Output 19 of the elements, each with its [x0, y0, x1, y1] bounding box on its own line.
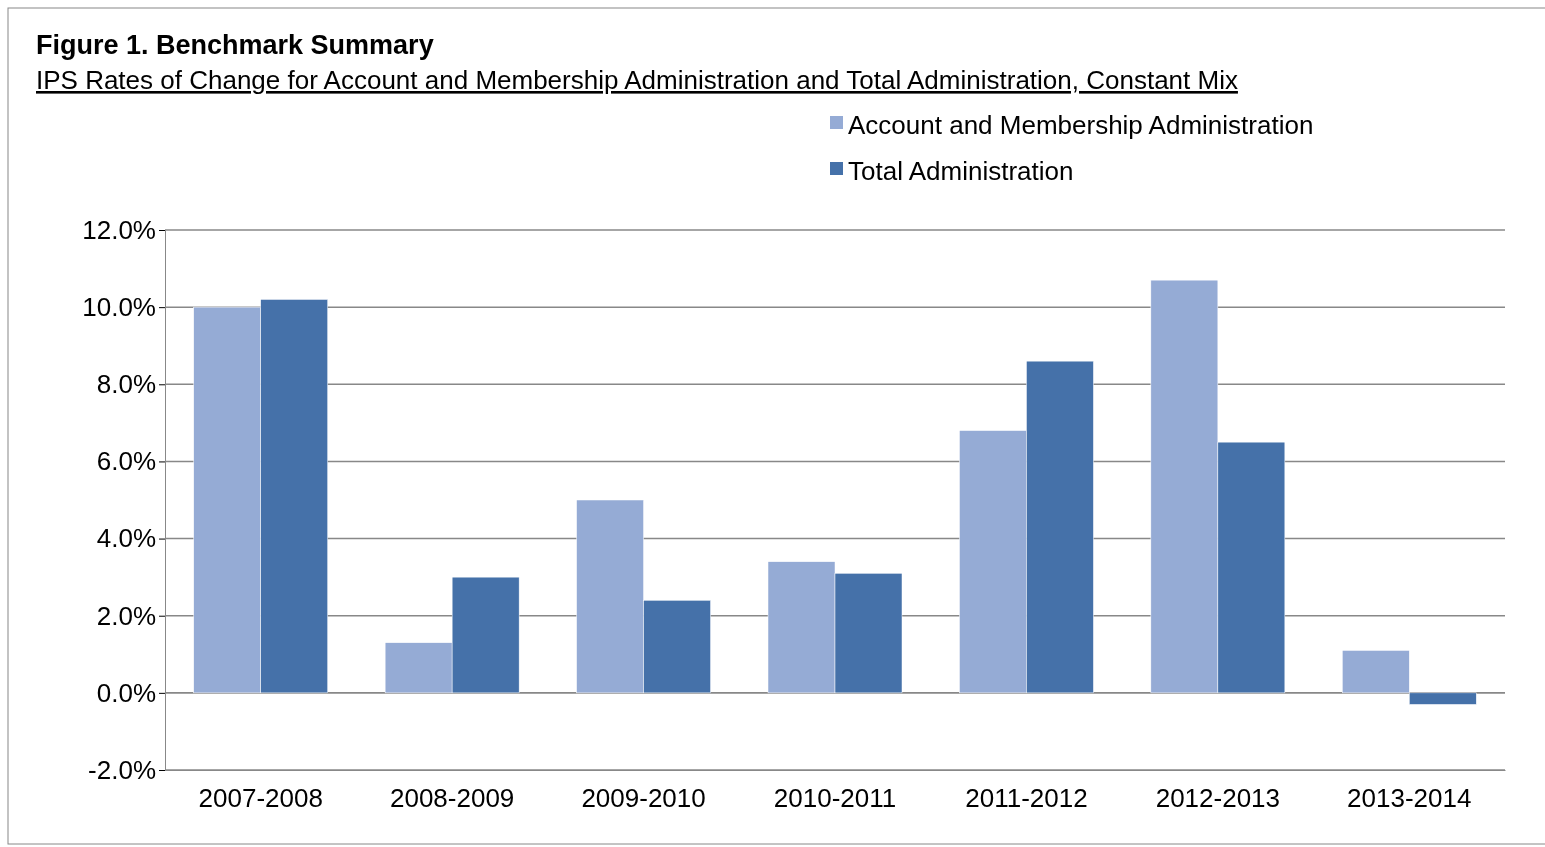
x-tick-label: 2012-2013	[1155, 782, 1281, 813]
y-tick-label: 6.0%	[96, 446, 156, 477]
y-tick-label: 4.0%	[96, 523, 156, 554]
legend-label: Total Administration	[848, 156, 1074, 186]
y-tick-label: 2.0%	[96, 600, 156, 631]
y-tick-label: -2.0%	[88, 754, 156, 785]
y-tick-label: 10.0%	[82, 291, 156, 322]
x-tick-label: 2008-2009	[389, 782, 515, 813]
x-tick-label: 2010-2011	[773, 782, 897, 813]
x-tick-label: 2009-2010	[581, 782, 706, 813]
y-tick-label: 0.0%	[96, 677, 156, 708]
chart-subtitle: IPS Rates of Change for Account and Membership Administration and Total Administration, Constant Mix	[36, 65, 1238, 95]
x-tick-label: 2013-2014	[1347, 782, 1472, 813]
y-tick-label: 8.0%	[96, 369, 156, 400]
x-tick-label: 2011-2012	[965, 782, 1088, 813]
chart-title: Figure 1. Benchmark Summary	[36, 30, 434, 60]
y-tick-label: 12.0%	[82, 214, 156, 245]
legend-label: Account and Membership Administration	[848, 110, 1314, 140]
x-tick-label: 2007-2008	[198, 782, 323, 813]
